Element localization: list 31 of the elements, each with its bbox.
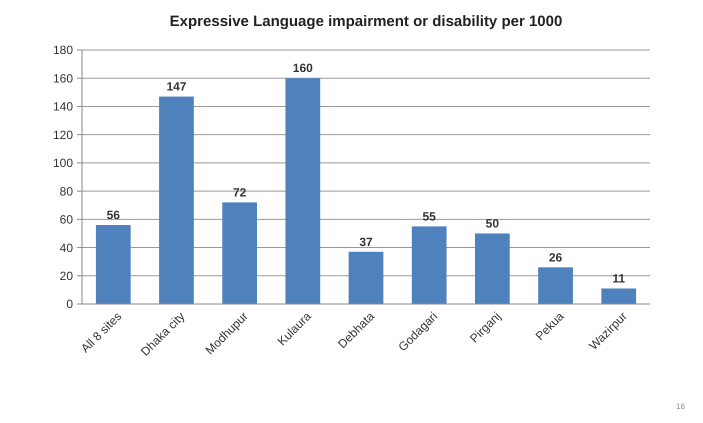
x-tick-label: All 8 sites xyxy=(78,309,124,356)
data-label: 55 xyxy=(422,209,436,224)
data-label: 160 xyxy=(292,61,314,76)
y-tick-label: 140 xyxy=(52,100,74,114)
y-tick-label: 180 xyxy=(52,43,74,58)
bar xyxy=(348,252,384,304)
data-label: 147 xyxy=(166,80,187,94)
y-tick-label: 60 xyxy=(60,212,74,227)
bar xyxy=(601,288,636,304)
data-label: 50 xyxy=(486,216,500,230)
bar xyxy=(222,202,258,304)
data-label: 26 xyxy=(548,250,563,264)
bar xyxy=(159,96,194,304)
bar xyxy=(474,233,510,304)
chart-title: Expressive Language impairment or disability per 1000 xyxy=(170,13,562,30)
data-label: 11 xyxy=(612,271,626,286)
text: 16 xyxy=(676,402,686,411)
data-label: 37 xyxy=(359,234,373,249)
data-label: 56 xyxy=(106,208,120,222)
y-tick-label: 20 xyxy=(60,268,74,283)
bar xyxy=(412,226,447,304)
bar xyxy=(285,78,320,304)
y-tick-label: 100 xyxy=(52,156,74,170)
y-tick-label: 80 xyxy=(60,184,74,198)
y-tick-label: 40 xyxy=(60,240,74,255)
bar xyxy=(538,267,573,304)
bar xyxy=(96,224,131,304)
y-tick-label: 160 xyxy=(52,71,74,86)
y-tick-label: 0 xyxy=(66,297,74,312)
y-tick-label: 120 xyxy=(52,128,74,142)
data-label: 72 xyxy=(232,185,247,200)
